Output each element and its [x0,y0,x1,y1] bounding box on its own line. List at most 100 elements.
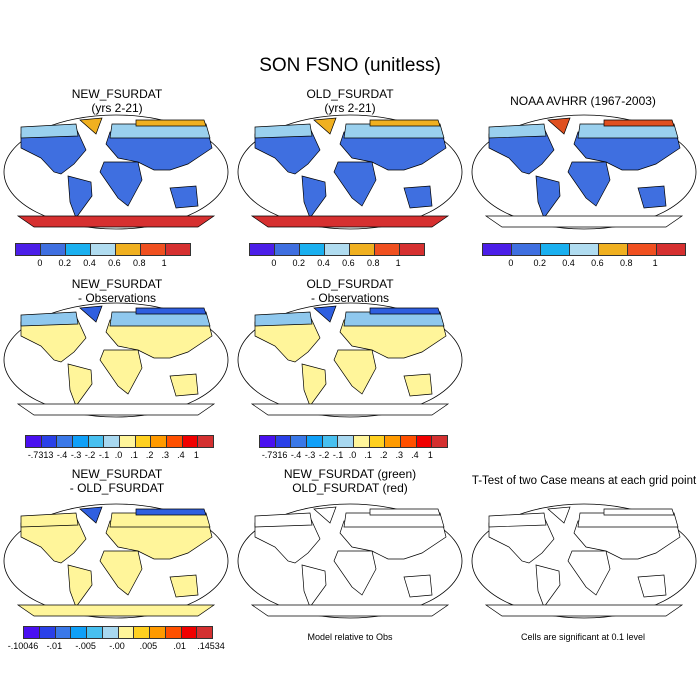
colorbar-label: .1 [364,450,372,460]
colorbar-label: -.2 [318,450,330,460]
landmass-antarctica [16,215,216,228]
landmass-antarctica [484,604,684,617]
colorbar-label: -.01 [46,641,63,651]
panel-title-line1: NEW_FSURDAT [71,87,163,101]
landmass-eurasia [105,520,213,560]
panel-title-line1: NOAA AVHRR (1967-2003) [510,94,656,108]
colorbar-swatch [87,627,103,638]
colorbar-label: 0.6 [591,258,604,268]
colorbar-label: 0.8 [133,258,146,268]
landmass-north-america [254,315,321,363]
colorbar-label: -.1 [332,450,344,460]
landmass-africa [567,161,611,207]
colorbar-obs [482,243,686,256]
colorbar-swatch [41,244,66,255]
colorbar-label: -.3 [304,450,316,460]
landmass-eurasia [105,319,213,359]
colorbar-swatch [26,436,42,447]
colorbar-swatch [166,244,190,255]
colorbar-label: -.4 [56,450,68,460]
map-panel [3,114,229,230]
colorbar-label: -.7316 [261,450,288,460]
landmass-africa [99,349,143,395]
landmass-arctic-coast [135,508,207,516]
landmass-north-america [254,516,321,564]
colorbar-label: .0 [114,450,123,460]
landmass-north-america-north [20,123,79,139]
landmass-south-america [67,175,93,219]
colorbar-new [15,243,191,256]
colorbar-swatch [118,627,135,638]
landmass-north-america-north [20,311,79,327]
colorbar-label: -.7313 [27,450,54,460]
landmass-eurasia [339,520,447,560]
landmass-australia [403,373,433,397]
colorbar-label: 0.6 [342,258,355,268]
landmass-africa [333,349,377,395]
colorbar-label: 0.4 [562,258,575,268]
landmass-australia [169,574,199,598]
colorbar-swatch [350,244,375,255]
colorbar-swatch [599,244,628,255]
colorbar-label: 1 [395,258,401,268]
colorbar-swatch [570,244,599,255]
colorbar-swatch [73,436,89,447]
colorbar-swatch [250,244,275,255]
colorbar-label: .4 [177,450,185,460]
colorbar-label: 1 [161,258,167,268]
colorbar-swatch [39,627,56,638]
map-panel [471,114,697,230]
panel-title-line1: OLD_FSURDAT [306,277,394,291]
colorbar-swatch [483,244,512,255]
landmass-eurasia [573,131,681,171]
colorbar-swatch [71,627,87,638]
landmass-greenland [547,506,571,524]
landmass-australia [637,574,667,598]
main-title: SON FSNO (unitless) [259,55,441,76]
colorbar-label: .2 [145,450,154,460]
map-panel [237,114,463,230]
colorbar-label: .4 [411,450,419,460]
landmass-africa [333,550,377,596]
colorbar-swatch [151,436,168,447]
panel-title-line2: - Observations [77,291,157,305]
landmass-greenland [313,117,337,135]
landmass-arctic-coast [135,119,207,127]
panel-title-line2: (yrs 2-21) [91,101,143,115]
colorbar-new-minus-obs [25,435,214,448]
landmass-eurasia [339,319,447,359]
colorbar-swatch [181,627,198,638]
colorbar-label: -.3 [70,450,82,460]
landmass-africa [567,550,611,596]
landmass-greenland [313,506,337,524]
landmass-arctic-coast [369,307,441,315]
landmass-eurasia [339,131,447,171]
colorbar-swatch [432,436,448,447]
colorbar-swatch [325,244,350,255]
landmass-north-america-north [254,123,313,139]
colorbar-swatch [260,436,276,447]
colorbar-label: 0.4 [317,258,330,268]
panel-title-line1: T-Test of two Case means at each grid po… [471,475,697,487]
landmass-australia [169,373,199,397]
landmass-north-america [488,127,555,175]
colorbar-label: 0.2 [58,258,71,268]
colorbar-swatch [41,436,58,447]
colorbar-swatch [198,436,214,447]
landmass-north-america-north [254,512,313,528]
colorbar-label: .0 [348,450,357,460]
landmass-africa [333,161,377,207]
landmass-north-america-north [20,512,79,528]
landmass-south-america [301,175,327,219]
colorbar-label: .3 [161,450,169,460]
colorbar-swatch [416,436,433,447]
colorbar-swatch [375,244,400,255]
landmass-antarctica [250,604,450,617]
colorbar-label: .1 [130,450,138,460]
colorbar-label: 1 [193,450,199,460]
colorbar-label: -.00 [109,641,125,651]
colorbar-swatch [628,244,657,255]
landmass-australia [403,574,433,598]
landmass-north-america [20,516,87,564]
